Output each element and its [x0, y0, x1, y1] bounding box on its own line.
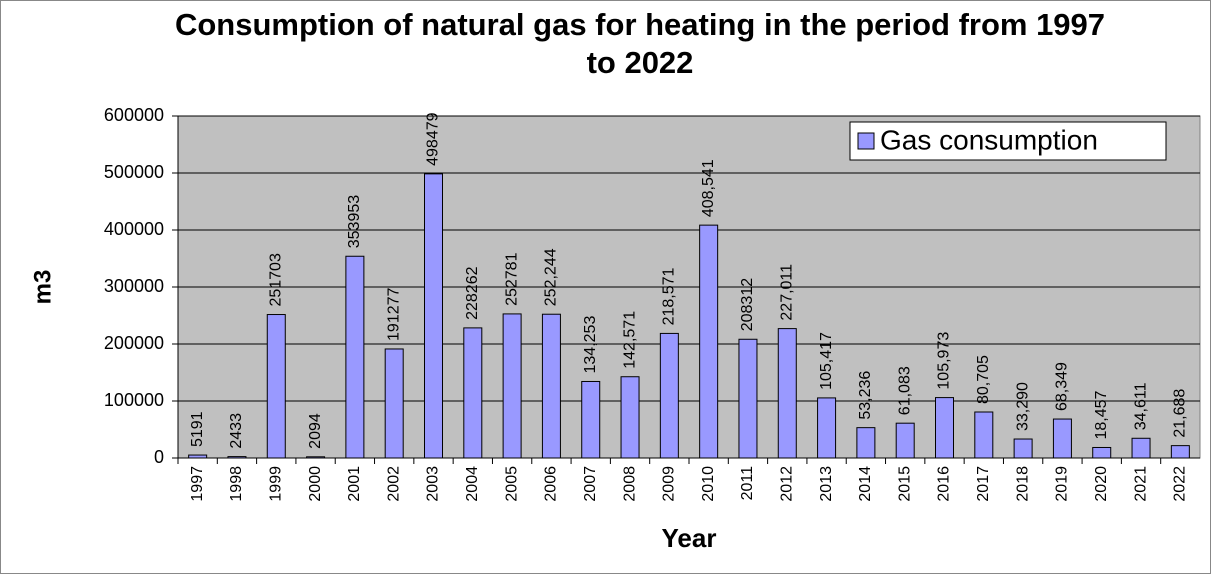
bar — [227, 456, 247, 459]
bar — [541, 313, 561, 459]
x-tick-label: 1998 — [228, 466, 245, 502]
y-tick-label: 200000 — [104, 333, 164, 353]
value-label: 252781 — [503, 252, 520, 305]
x-tick-label: 2019 — [1054, 466, 1071, 502]
value-label: 227,011 — [778, 264, 795, 321]
bar — [266, 314, 286, 459]
x-tick-label: 2006 — [543, 466, 560, 502]
bar — [895, 422, 915, 459]
bar — [699, 224, 719, 459]
bar — [188, 454, 208, 459]
value-label: 252,244 — [543, 248, 560, 306]
value-label: 208312 — [739, 278, 756, 331]
value-label: 191277 — [385, 287, 402, 340]
bar — [1052, 418, 1072, 459]
bar — [463, 327, 483, 459]
y-tick-label: 400000 — [104, 219, 164, 239]
x-axis-label: Year — [662, 523, 717, 553]
bar — [659, 332, 679, 459]
value-label: 21,688 — [1172, 389, 1189, 438]
bar — [974, 411, 994, 459]
bar — [620, 376, 640, 459]
x-tick-label: 2016 — [936, 466, 953, 502]
value-label: 218,571 — [661, 267, 678, 325]
x-tick-label: 2015 — [896, 466, 913, 502]
value-label: 34,611 — [1132, 382, 1149, 430]
value-label: 61,083 — [896, 366, 913, 415]
value-label: 2433 — [228, 413, 245, 449]
value-label: 33,290 — [1014, 382, 1031, 431]
bar — [1092, 446, 1112, 459]
value-label: 2094 — [307, 413, 324, 449]
legend-box — [849, 121, 1167, 161]
y-tick-label: 0 — [154, 447, 164, 467]
value-label: 498479 — [425, 112, 442, 165]
bar — [581, 380, 601, 459]
bar — [856, 427, 876, 459]
bar — [1013, 438, 1033, 459]
legend-label: Gas consumption — [880, 124, 1098, 155]
x-tick-label: 2003 — [425, 466, 442, 502]
x-tick-label: 2000 — [307, 466, 324, 502]
value-label: 251703 — [267, 253, 284, 306]
value-label: 105,973 — [936, 332, 953, 390]
value-label: 105,417 — [818, 332, 835, 390]
x-tick-label: 2021 — [1132, 466, 1149, 502]
value-label: 228262 — [464, 266, 481, 319]
value-label: 353953 — [346, 195, 363, 248]
value-label: 408,541 — [700, 159, 717, 217]
bar — [345, 255, 365, 459]
legend-swatch — [857, 132, 875, 150]
value-label: 80,705 — [975, 355, 992, 404]
bar — [306, 456, 326, 459]
x-tick-label: 2004 — [464, 466, 481, 502]
bar — [384, 348, 404, 459]
bar — [502, 313, 522, 459]
chart-title: Consumption of natural gas for heating i… — [174, 7, 1106, 80]
bar — [777, 328, 797, 459]
x-tick-label: 2012 — [778, 466, 795, 502]
y-tick-label: 500000 — [104, 162, 164, 182]
y-tick-label: 100000 — [104, 390, 164, 410]
bar — [424, 173, 443, 459]
y-tick-label: 300000 — [104, 276, 164, 296]
value-label: 5191 — [189, 411, 206, 447]
x-tick-label: 2013 — [818, 466, 835, 502]
x-tick-label: 2010 — [700, 466, 717, 502]
x-tick-label: 2017 — [975, 466, 992, 502]
x-tick-label: 2018 — [1014, 466, 1031, 502]
y-tick-label: 600000 — [104, 105, 164, 125]
x-tick-label: 2005 — [503, 466, 520, 502]
x-tick-label: 2002 — [385, 466, 402, 502]
bar — [817, 397, 837, 459]
x-tick-label: 2014 — [857, 466, 874, 502]
value-label: 134,253 — [582, 316, 599, 374]
x-tick-label: 2020 — [1093, 466, 1110, 502]
y-axis-label: m3 — [29, 270, 56, 305]
value-label: 142,571 — [621, 311, 638, 369]
value-label: 18,457 — [1093, 390, 1110, 439]
x-tick-label: 2008 — [621, 466, 638, 502]
value-label: 53,236 — [857, 371, 874, 420]
x-tick-label: 1997 — [189, 466, 206, 502]
x-tick-label: 2022 — [1172, 466, 1189, 502]
x-tick-label: 1999 — [267, 466, 284, 502]
value-label: 68,349 — [1054, 362, 1071, 411]
bar — [1170, 445, 1190, 459]
x-tick-label: 2011 — [739, 466, 756, 501]
x-tick-label: 2001 — [346, 466, 363, 502]
bar — [738, 338, 758, 459]
x-tick-label: 2007 — [582, 466, 599, 502]
bar — [1131, 437, 1151, 459]
bar — [935, 397, 954, 459]
x-tick-label: 2009 — [661, 466, 678, 502]
